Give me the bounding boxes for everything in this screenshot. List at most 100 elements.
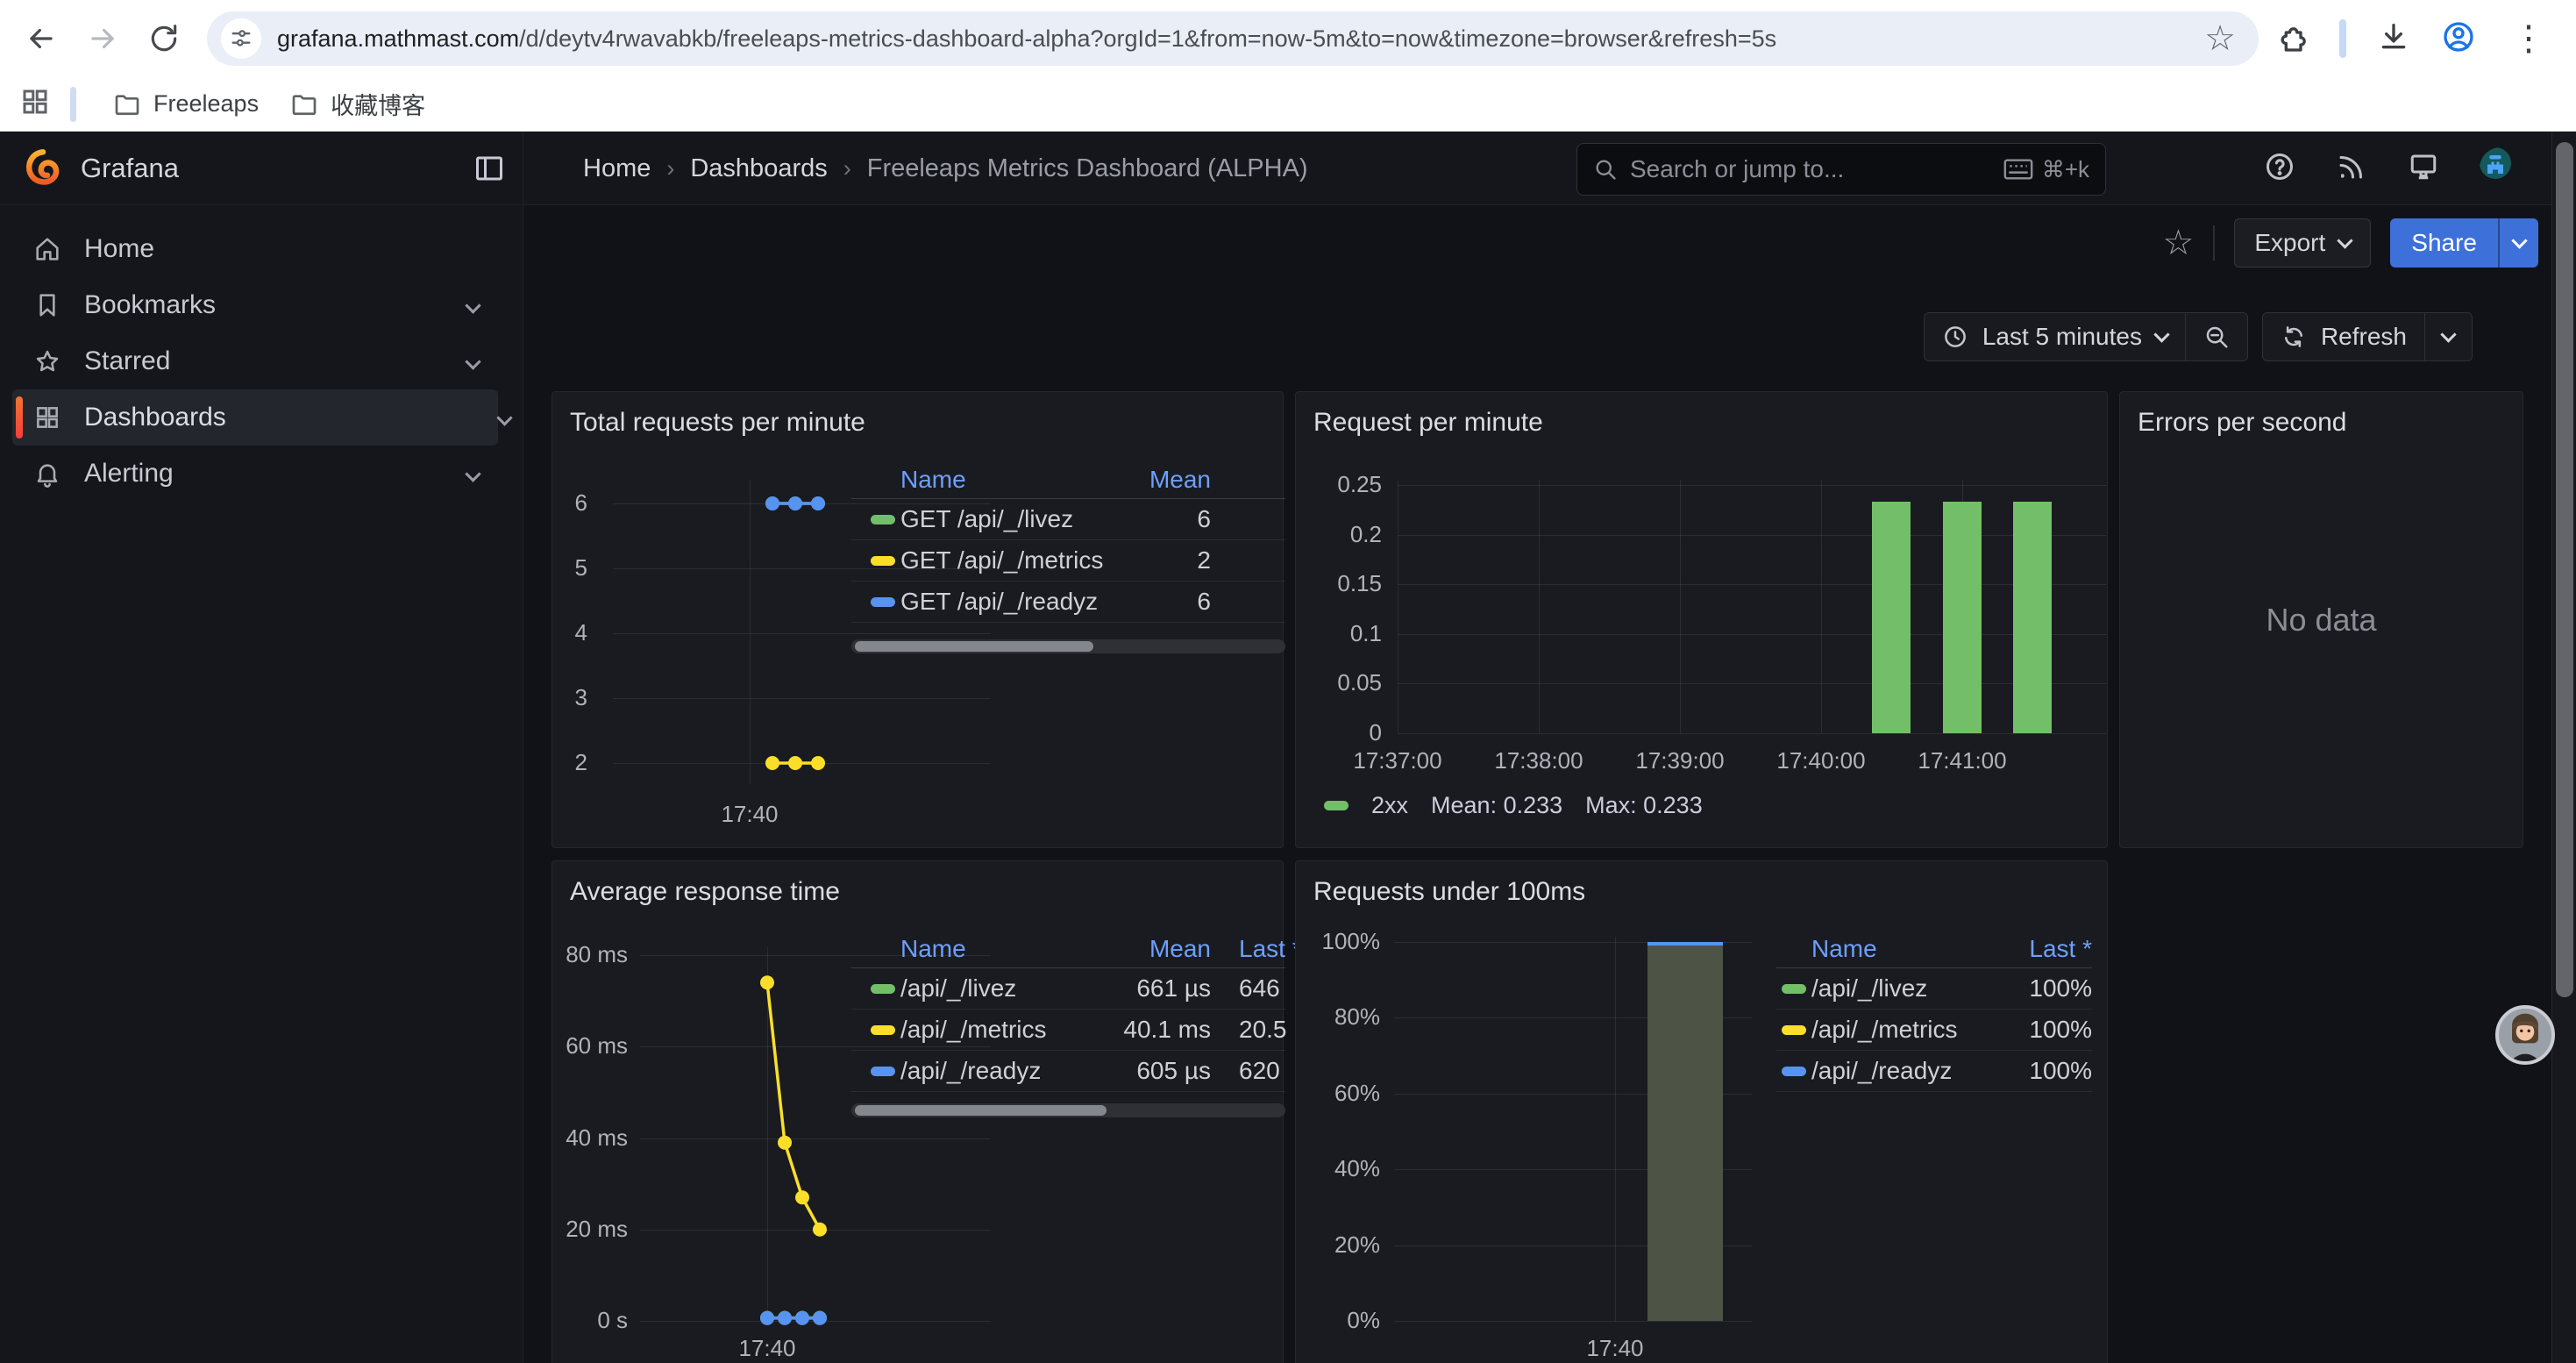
breadcrumb-dashboards[interactable]: Dashboards	[690, 153, 828, 182]
bar-chart: 0.25 0.2 0.15 0.1 0.05 0 17:37:00 17:38:00 17:39…	[1296, 392, 2107, 847]
timeseries-chart: 6 5 4 3 2 17:40	[552, 392, 1283, 847]
panel-request-per-minute[interactable]: Request per minute 0.25 0.2 0.15 0.1 0.05 0 17…	[1295, 391, 2108, 848]
apps-grid-icon[interactable]	[19, 86, 51, 122]
page-scrollbar[interactable]	[2551, 132, 2576, 1363]
series-swatch	[871, 597, 895, 607]
legend-row[interactable]: GET /api/_/livez 6	[851, 499, 1285, 540]
chevron-down-icon[interactable]	[465, 353, 481, 370]
legend-series-label: 2xx	[1371, 792, 1409, 818]
bookmark-icon	[33, 291, 61, 319]
search-icon	[1596, 160, 1616, 180]
legend-scrollbar[interactable]	[851, 1103, 1285, 1117]
legend-header-last[interactable]: Last *	[1239, 934, 1302, 962]
series-swatch	[1782, 1067, 1806, 1076]
legend-row[interactable]: /api/_/livez 661 µs 646	[851, 968, 1285, 1010]
series-swatch	[1324, 801, 1348, 810]
export-button[interactable]: Export	[2234, 218, 2372, 268]
floating-assistant-avatar[interactable]	[2495, 1005, 2555, 1065]
chevron-down-icon	[2337, 232, 2353, 249]
scrollbar-thumb[interactable]	[2556, 142, 2573, 997]
time-range-picker[interactable]: Last 5 minutes	[1925, 313, 2185, 360]
legend-row[interactable]: /api/_/readyz 605 µs 620	[851, 1051, 1285, 1092]
keyboard-icon	[2003, 159, 2033, 180]
search-input[interactable]: Search or jump to... ⌘+k	[1576, 143, 2106, 196]
breadcrumb-separator: ›	[666, 154, 675, 182]
bar	[2013, 502, 2053, 733]
news-rss-icon[interactable]	[2336, 151, 2367, 187]
sidebar-toggle-icon[interactable]	[473, 153, 505, 184]
bookmark-folder-freeleaps[interactable]: Freeleaps	[97, 83, 274, 125]
legend-row[interactable]: GET /api/_/metrics 2	[851, 540, 1285, 582]
chevron-down-icon[interactable]	[496, 409, 513, 426]
downloads-icon[interactable]	[2376, 19, 2411, 59]
legend-header: Name Mean Last *	[851, 930, 1302, 968]
timeseries-chart: 80 ms 60 ms 40 ms 20 ms 0 s 17:40	[552, 861, 1283, 1363]
series-swatch	[1782, 1025, 1806, 1035]
legend-line[interactable]: 2xx Mean: 0.233 Max: 0.233	[1324, 792, 1703, 819]
favorite-star-icon[interactable]: ☆	[2162, 224, 2195, 262]
panel-requests-under-100ms[interactable]: Requests under 100ms 100% 80% 60% 40% 20% 0% 1…	[1295, 860, 2108, 1363]
refresh-interval-button[interactable]	[2425, 313, 2472, 360]
panel-title[interactable]: Total requests per minute	[570, 408, 865, 437]
panel-average-response-time[interactable]: Average response time 80 ms 60 ms 40 ms 20 …	[551, 860, 1314, 1363]
legend-row[interactable]: /api/_/metrics 40.1 ms 20.5 m	[851, 1010, 1314, 1051]
legend-row[interactable]: /api/_/readyz 100%	[1776, 1051, 2092, 1092]
breadcrumb-home[interactable]: Home	[583, 153, 651, 182]
sidebar-item-dashboards[interactable]: Dashboards	[12, 389, 513, 446]
sidebar-item-starred[interactable]: Starred	[12, 333, 498, 389]
legend-scrollbar[interactable]	[851, 639, 1285, 653]
panel-title[interactable]: Requests under 100ms	[1313, 877, 1586, 906]
share-menu-button[interactable]	[2498, 218, 2538, 268]
legend-header-name[interactable]: Name	[900, 934, 966, 962]
panel-total-requests[interactable]: Total requests per minute 6 5 4 3 2 17:40 Nam…	[551, 391, 1285, 848]
actions-divider	[2213, 225, 2216, 260]
user-avatar[interactable]	[2480, 147, 2522, 189]
bookmark-folder-blogs[interactable]: 收藏博客	[274, 80, 441, 128]
forward-icon	[72, 8, 133, 69]
back-icon[interactable]	[11, 8, 72, 69]
refresh-button[interactable]: Refresh	[2263, 313, 2424, 360]
dashboard-actions: ☆ Export Share	[2162, 218, 2538, 268]
panel-title[interactable]: Errors per second	[2138, 408, 2347, 437]
legend-header-name[interactable]: Name	[1811, 934, 1877, 962]
help-icon[interactable]	[2264, 151, 2295, 187]
panel-errors-per-second[interactable]: Errors per second No data	[2119, 391, 2523, 848]
site-settings-icon[interactable]	[221, 18, 261, 59]
kiosk-monitor-icon[interactable]	[2408, 151, 2439, 187]
share-button[interactable]: Share	[2390, 218, 2498, 268]
header-icons	[2264, 132, 2522, 205]
refresh-label: Refresh	[2320, 323, 2407, 350]
sidebar-item-bookmarks[interactable]: Bookmarks	[12, 277, 498, 333]
bookmark-star-icon[interactable]: ☆	[2204, 19, 2236, 58]
browser-menu-icon[interactable]: ⋮	[2511, 19, 2546, 58]
sidebar-item-label: Alerting	[84, 459, 174, 488]
legend-header-last[interactable]: Last *	[2029, 934, 2092, 962]
sidebar-item-alerting[interactable]: Alerting	[12, 446, 498, 502]
home-icon	[33, 235, 61, 263]
reload-icon[interactable]	[133, 8, 195, 69]
zoom-out-icon	[2206, 326, 2228, 348]
profile-icon[interactable]	[2441, 19, 2476, 59]
bookmarks-divider	[70, 86, 76, 122]
legend-row[interactable]: GET /api/_/readyz 6	[851, 582, 1285, 623]
chevron-down-icon[interactable]	[465, 296, 481, 314]
legend-header-mean[interactable]: Mean	[1149, 934, 1211, 962]
legend-header: Name Last *	[1776, 930, 2092, 968]
legend-mean: Mean: 0.233	[1431, 792, 1563, 818]
extensions-icon[interactable]	[2274, 19, 2309, 59]
legend-row[interactable]: /api/_/livez 100%	[1776, 968, 2092, 1010]
legend-max: Max: 0.233	[1585, 792, 1703, 818]
legend-header-mean[interactable]: Mean	[1149, 465, 1211, 493]
panel-title[interactable]: Request per minute	[1313, 408, 1543, 437]
url-bar[interactable]: grafana.mathmast.com/d/deytv4rwavabkb/fr…	[207, 11, 2259, 66]
bar	[1942, 502, 1982, 733]
panel-title[interactable]: Average response time	[570, 877, 840, 906]
legend-header-name[interactable]: Name	[900, 465, 966, 493]
legend-table: Name Last * /api/_/livez 100% /api/_/met…	[1776, 930, 2092, 1092]
sidebar-item-home[interactable]: Home	[12, 221, 498, 277]
legend-row[interactable]: /api/_/metrics 100%	[1776, 1010, 2092, 1051]
chevron-down-icon[interactable]	[465, 465, 481, 482]
bar-chart: 100% 80% 60% 40% 20% 0% 17:40	[1296, 861, 2107, 1363]
zoom-out-button[interactable]	[2186, 313, 2247, 360]
